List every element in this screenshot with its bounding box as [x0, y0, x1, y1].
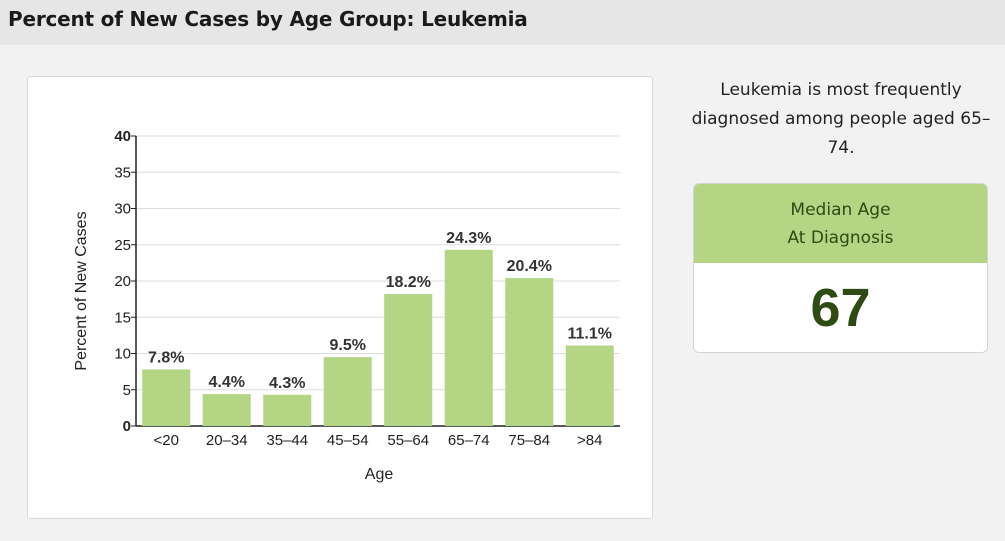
x-tick-label: 75–84 — [508, 432, 550, 449]
bar-value-label: 11.1% — [568, 326, 612, 343]
summary-text: Leukemia is most frequently diagnosed am… — [691, 80, 991, 158]
bar-1 — [142, 369, 191, 426]
page-title: Percent of New Cases by Age Group: Leuke… — [8, 7, 528, 31]
x-tick-label: 20–34 — [206, 432, 248, 449]
bar-value-label: 24.3% — [446, 230, 491, 247]
y-tick-label: 20 — [114, 273, 131, 290]
chart-card: 0 5 10 15 20 25 30 35 40 7.8% <20 4.4% 20–34 4.3% 35–4… — [27, 76, 653, 519]
x-axis-title: Age — [365, 466, 394, 483]
bar-6 — [444, 249, 493, 426]
bar-chart: 0 5 10 15 20 25 30 35 40 7.8% <20 4.4% 20–34 4.3% 35–4… — [73, 128, 620, 483]
x-tick-label: 65–74 — [448, 432, 490, 449]
bar-value-label: 20.4% — [507, 258, 552, 275]
x-tick-label: 45–54 — [327, 432, 369, 449]
y-tick-label: 0 — [123, 418, 131, 435]
y-tick-label: 15 — [114, 309, 131, 326]
bar-value-label: 18.2% — [386, 274, 431, 291]
x-tick-label: 55–64 — [387, 432, 429, 449]
y-tick-label: 25 — [114, 237, 131, 254]
x-tick-label: >84 — [577, 432, 602, 449]
y-tick-label: 35 — [114, 164, 131, 181]
bar-8 — [565, 345, 614, 426]
median-age-value: 67 — [810, 278, 871, 338]
median-age-heading: Median Age At Diagnosis — [694, 184, 987, 263]
x-tick-label: 35–44 — [266, 432, 308, 449]
bar-value-label: 9.5% — [330, 337, 366, 354]
y-tick-label: 40 — [114, 128, 131, 145]
page-header: Percent of New Cases by Age Group: Leuke… — [0, 0, 1005, 45]
y-axis-title: Percent of New Cases — [73, 211, 90, 370]
bar-value-label: 4.3% — [269, 375, 305, 392]
median-age-card: Median Age At Diagnosis 67 — [693, 183, 988, 353]
y-tick-label: 10 — [114, 346, 131, 363]
bar-7 — [505, 278, 554, 426]
x-tick-label: <20 — [154, 432, 179, 449]
bar-4 — [323, 357, 372, 426]
y-tick-label: 5 — [123, 382, 131, 399]
bar-value-label: 4.4% — [209, 374, 245, 391]
bar-value-label: 7.8% — [148, 349, 184, 366]
y-tick-label: 30 — [114, 201, 131, 218]
bar-5 — [384, 294, 433, 426]
bar-2 — [202, 394, 251, 426]
bar-3 — [263, 394, 312, 426]
